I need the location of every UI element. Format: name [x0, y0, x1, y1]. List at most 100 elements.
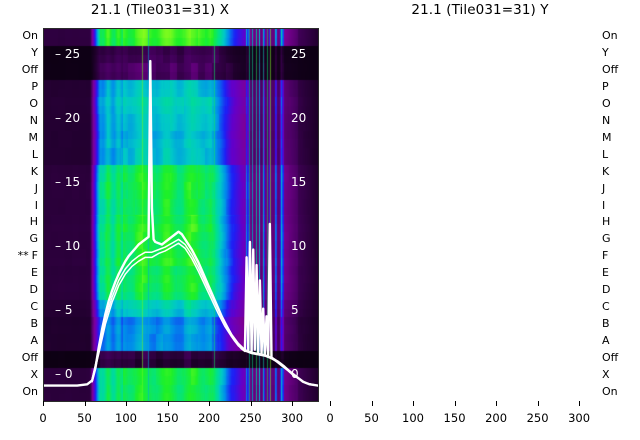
trace-trace-alt-1 — [91, 238, 318, 387]
category-tick-h: H — [602, 215, 611, 229]
y-numeric-tick-left: – 15 — [55, 174, 81, 189]
y-numeric-tick-left: – 5 — [342, 303, 360, 318]
category-tick-d: D — [29, 283, 38, 297]
trace-trace-alt-2 — [91, 242, 318, 387]
category-tick-l: L — [602, 147, 609, 161]
category-tick-off: Off — [21, 63, 38, 77]
y-numeric-tick-left: – 25 — [55, 46, 81, 61]
category-tick-p: P — [31, 80, 38, 94]
category-tick-k: K — [602, 164, 610, 178]
x-tick-mark — [537, 401, 539, 406]
x-tick-label: 150 — [443, 411, 466, 425]
category-tick-j: J — [602, 181, 606, 195]
x-tick-mark — [126, 401, 128, 406]
category-tick-o: O — [602, 97, 611, 111]
x-tick-mark — [209, 401, 211, 406]
x-tick-mark — [413, 401, 415, 406]
x-tick-label: 200 — [485, 411, 508, 425]
x-tick-mark — [371, 401, 373, 406]
x-tick-mark — [496, 401, 498, 406]
category-tick-i: I — [34, 198, 38, 212]
category-tick-d: D — [602, 283, 611, 297]
y-numeric-tick-right: 10 — [578, 239, 594, 254]
category-marker-icon: ** — [17, 249, 29, 263]
category-tick-y: Y — [602, 46, 609, 60]
y-numeric-tick-right: 15 — [578, 174, 594, 189]
category-tick-e: E — [31, 266, 38, 280]
category-tick-off: Off — [602, 350, 619, 364]
x-tick-mark — [167, 401, 169, 406]
category-tick-off: Off — [602, 63, 619, 77]
x-tick-label: 300 — [568, 411, 591, 425]
category-tick-e: E — [602, 266, 609, 280]
category-tick-on: On — [602, 29, 618, 43]
y-numeric-tick-left: – 0 — [55, 367, 73, 382]
x-tick-mark — [454, 401, 456, 406]
y-numeric-tick-left: – 25 — [342, 46, 368, 61]
category-tick-x: X — [30, 367, 38, 381]
y-numeric-tick-left: – 5 — [55, 303, 73, 318]
x-tick-label: 100 — [115, 411, 137, 425]
x-axis-right: 0 50 100 150 200 250 300 — [326, 400, 604, 434]
category-tick-g: G — [29, 232, 38, 246]
x-tick-label: 250 — [239, 411, 262, 425]
y-numeric-tick-right: 0 — [291, 367, 299, 382]
category-tick-on: On — [602, 384, 618, 398]
category-tick-h: H — [29, 215, 38, 229]
y-numeric-tick-left: – 10 — [55, 239, 81, 254]
x-tick-mark — [43, 401, 44, 406]
category-tick-k: K — [30, 164, 38, 178]
category-tick-n: N — [602, 114, 611, 127]
category-tick-a: A — [602, 333, 610, 347]
x-tick-label: 0 — [39, 411, 47, 425]
y-numeric-tick-right: 5 — [578, 303, 586, 318]
panel-y-title: 21.1 (Tile031=31) Y — [411, 2, 549, 18]
category-tick-a: A — [30, 333, 38, 347]
y-numeric-tick-right: 25 — [291, 46, 307, 61]
y-numeric-tick-left: – 20 — [342, 110, 368, 125]
category-tick-c: C — [602, 300, 610, 313]
y-numeric-tick-right: 25 — [578, 46, 594, 61]
category-tick-n: N — [29, 114, 38, 127]
panel-x: 21.1 (Tile031=31) X On Y Off P O N M L K J I H G ** F E… — [17, 2, 319, 434]
category-tick-c: C — [30, 300, 38, 313]
y-numeric-tick-left: – 0 — [342, 367, 360, 382]
y-numeric-tick-right: 15 — [291, 174, 307, 189]
x-tick-label: 50 — [364, 411, 379, 425]
x-tick-mark — [250, 401, 252, 406]
category-tick-f: ** F — [17, 249, 38, 263]
panel-x-title: 21.1 (Tile031=31) X — [90, 2, 230, 18]
category-tick-p: P — [602, 80, 609, 94]
x-tick-label: 200 — [198, 411, 221, 425]
y-numeric-tick-left: – 20 — [55, 110, 81, 125]
category-tick-m: M — [602, 130, 612, 144]
category-tick-m: M — [28, 130, 39, 144]
y-numeric-tick-right: 0 — [578, 367, 586, 382]
category-tick-b: B — [30, 316, 38, 330]
category-tick-on: On — [22, 384, 38, 398]
x-tick-label: 300 — [281, 411, 304, 425]
x-tick-label: 50 — [77, 411, 92, 425]
category-tick-l: L — [31, 147, 38, 161]
x-tick-label: 150 — [156, 411, 179, 425]
category-tick-g: G — [602, 232, 611, 246]
x-tick-mark — [330, 401, 331, 406]
x-tick-mark — [84, 401, 86, 406]
x-tick-label: 0 — [326, 411, 334, 425]
x-tick-mark — [579, 401, 581, 406]
category-tick-y: Y — [31, 46, 38, 60]
y-numeric-tick-right: 5 — [291, 303, 299, 318]
y-numeric-tick-right: 10 — [291, 239, 307, 254]
x-axis-left: 0 50 100 150 200 250 300 — [39, 400, 317, 434]
y-numeric-tick-right: 20 — [291, 110, 307, 125]
y-numeric-tick-right: 20 — [578, 110, 594, 125]
category-tick-f: F — [602, 249, 609, 263]
category-tick-i: I — [602, 198, 606, 212]
category-tick-off: Off — [21, 350, 38, 364]
heatmap-plot-x[interactable] — [43, 28, 319, 402]
category-tick-x: X — [602, 367, 610, 381]
category-tick-b: B — [602, 316, 610, 330]
panel-y: 21.1 (Tile031=31) Y On Y Off P O N M L K J I H G F E D C… — [320, 0, 640, 440]
y-numeric-tick-left: – 15 — [342, 174, 368, 189]
